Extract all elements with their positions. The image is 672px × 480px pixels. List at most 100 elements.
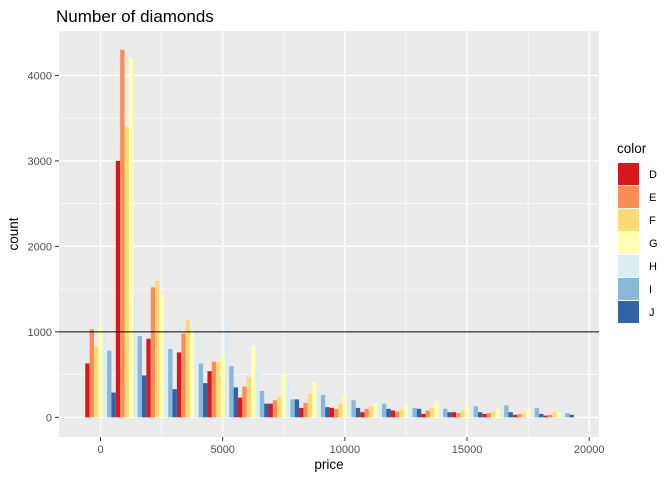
bar-F-bin-6 [277,396,282,418]
bar-D-bin-8 [329,407,334,418]
bar-E-bin-11 [425,410,430,418]
bar-I-bin-4 [229,366,234,418]
bar-D-bin-14 [512,414,518,418]
bar-D-bin-13 [482,413,487,418]
bar-J-bin-4 [233,387,238,418]
bar-D-bin-7 [299,407,304,418]
legend-label-F: F [649,215,656,227]
bar-E-bin-4 [211,361,217,418]
bar-G-bin-9 [373,402,378,418]
legend-key-G [618,232,639,254]
bar-G-bin-4 [220,355,225,418]
bar-G-bin-7 [312,382,317,418]
bar-D-bin-6 [268,403,273,418]
bar-F-bin-0 [93,346,99,418]
bar-J-bin-11 [447,412,452,418]
bar-D-bin-2 [146,338,151,418]
bar-F-bin-8 [338,403,343,418]
legend-key-H [618,255,639,277]
y-tick-label: 2000 [28,241,52,253]
bar-G-bin-8 [342,395,348,418]
y-tick-label: 1000 [28,327,52,339]
bar-D-bin-0 [85,363,90,418]
bar-J-bin-2 [172,389,177,418]
bar-E-bin-14 [517,413,522,418]
bar-J-bin-7 [325,407,330,418]
x-axis: 0 5000 10000 15000 20000 [97,437,605,456]
legend-label-I: I [649,284,652,296]
bar-G-bin-6 [281,373,286,418]
bar-F-bin-2 [155,280,160,418]
bar-F-bin-3 [185,319,190,418]
bar-H-bin-6 [285,383,291,418]
bar-G-bin-14 [525,408,531,418]
legend-key-J [618,301,639,323]
bar-F-bin-14 [521,413,526,418]
bar-F-bin-15 [552,412,557,418]
legend-label-D: D [649,169,657,181]
legend-label-E: E [649,192,656,204]
bar-G-bin-3 [189,331,195,418]
bar-E-bin-13 [486,413,492,418]
bar-I-bin-5 [259,390,265,418]
bar-F-bin-13 [491,411,496,418]
bar-H-bin-15 [560,411,566,418]
x-tick-label: 0 [97,444,103,456]
bar-E-bin-6 [272,400,278,418]
bar-D-bin-12 [451,412,457,418]
bar-D-bin-15 [543,415,548,418]
bar-E-bin-3 [181,333,186,418]
bar-H-bin-8 [347,400,352,418]
bar-I-bin-14 [534,407,540,418]
bar-D-bin-5 [237,397,243,418]
bar-E-bin-0 [89,329,94,418]
x-tick-label: 5000 [210,444,234,456]
bar-F-bin-4 [216,361,221,418]
bar-D-bin-3 [176,352,182,418]
bar-J-bin-14 [539,413,544,418]
y-axis: 0 1000 2000 3000 4000 [28,70,59,424]
legend-label-G: G [649,238,658,250]
bar-G-bin-13 [495,408,500,418]
bar-H-bin-14 [530,410,535,418]
y-tick-label: 3000 [28,156,52,168]
bar-H-bin-5 [255,369,260,418]
bar-H-bin-9 [377,400,382,418]
bar-H-bin-7 [316,391,321,418]
bar-J-bin-5 [264,403,269,418]
bar-I-bin-7 [320,395,326,418]
bar-J-bin-0 [111,392,116,418]
bar-F-bin-7 [307,393,313,418]
minor-grid [59,31,599,437]
x-tick-label: 15000 [452,444,483,456]
bar-J-bin-12 [477,412,483,418]
y-tick-label: 4000 [28,70,52,82]
bar-E-bin-10 [395,411,400,418]
legend-key-E [618,186,639,208]
bar-J-bin-10 [416,408,422,418]
bar-J-bin-3 [203,383,208,418]
bar-E-bin-1 [120,49,125,418]
legend-label-H: H [649,261,657,273]
bar-I-bin-15 [565,413,570,418]
bar-H-bin-11 [438,408,444,418]
bar-H-bin-10 [408,407,413,418]
bar-I-bin-1 [137,336,142,418]
bar-D-bin-4 [207,371,212,418]
bar-H-bin-1 [133,295,138,418]
bar-H-bin-2 [163,330,169,418]
bar-D-bin-11 [421,413,426,418]
bar-D-bin-1 [115,160,121,418]
bar-I-bin-10 [412,407,417,418]
legend-key-F [618,209,639,231]
legend-title: color [617,141,647,156]
bars [85,49,574,418]
x-tick-label: 10000 [330,444,361,456]
bar-E-bin-15 [547,414,553,418]
bar-J-bin-6 [294,399,300,418]
bar-H-bin-12 [469,409,474,418]
bar-G-bin-15 [556,412,561,418]
y-axis-title: count [6,217,21,250]
